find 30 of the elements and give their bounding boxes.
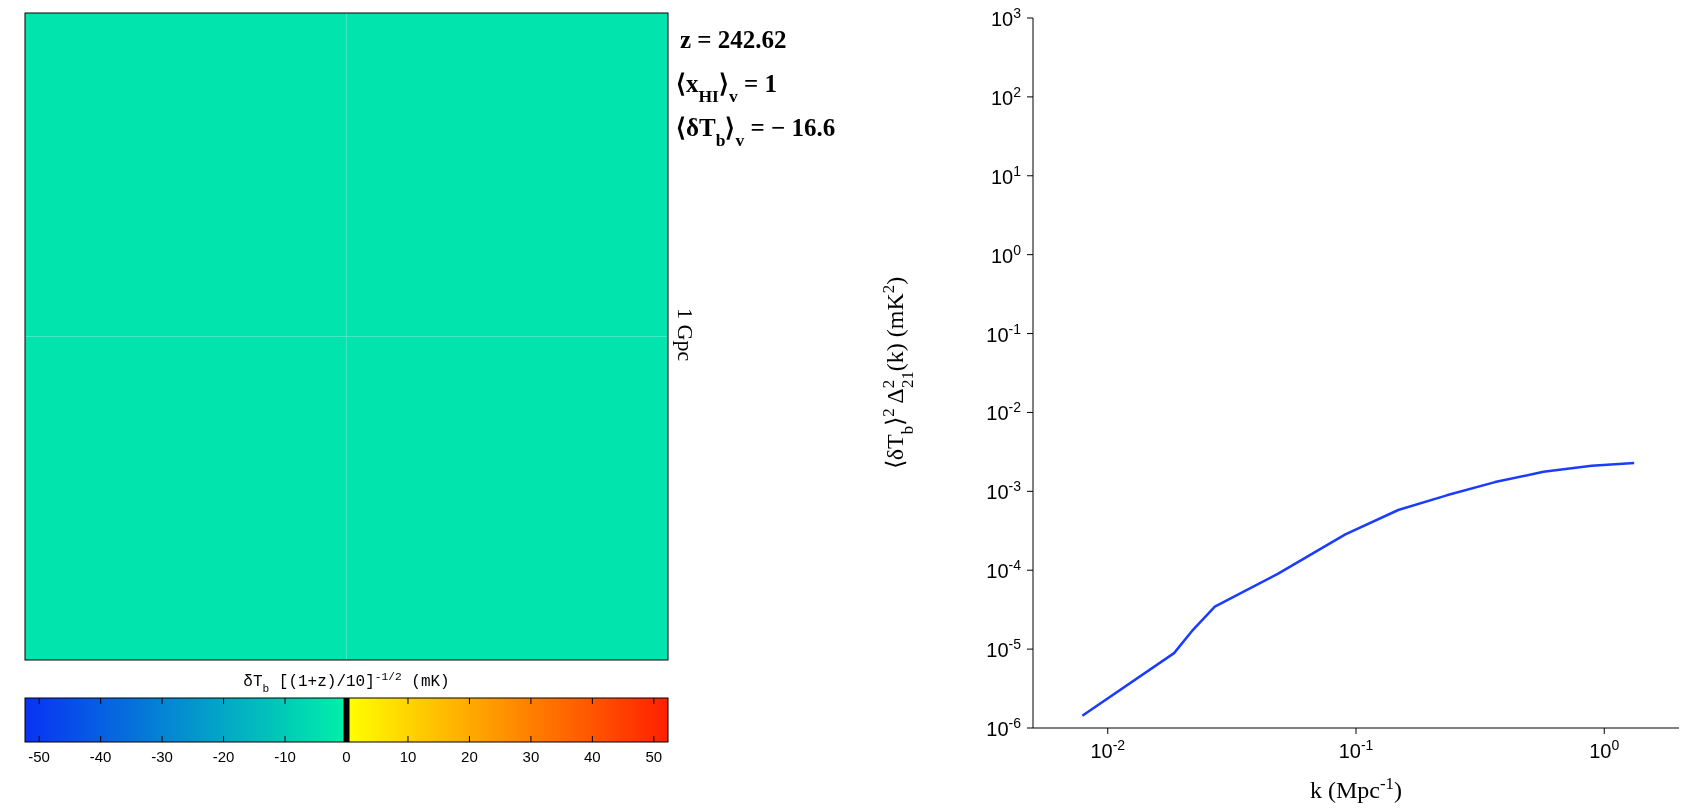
x-tick-label: 10$^{-1}$ [1338, 737, 1374, 762]
x-tick-label: 10$^{-2}$ [1090, 737, 1126, 762]
text: ⟨x$_{HI}$⟩$_{v}$ = 1 [676, 70, 777, 106]
color-bar-label: 30 [522, 748, 540, 765]
color-bar-label: 20 [461, 748, 478, 765]
y-tick-label: 10$^{-2}$ [986, 399, 1022, 425]
text: z = 242.62 [680, 26, 787, 53]
y-tick-label: 10$^{0}$ [990, 241, 1022, 267]
y-tick-label: 10$^{1}$ [990, 162, 1022, 188]
color-bar-label: 0 [342, 748, 351, 765]
x-tick-label: 10$^{0}$ [1589, 737, 1620, 762]
y-tick-label: 10$^{-4}$ [986, 557, 1022, 583]
y-tick-label: 10$^{2}$ [990, 83, 1022, 109]
text: ⟨δT$_{b}$⟩$_{v}$ = − 16.6 [676, 114, 836, 150]
y-tick-label: 10$^{3}$ [990, 5, 1022, 30]
color-bar-label: -40 [89, 748, 112, 765]
color-bar-label: 10 [399, 748, 417, 765]
y-tick-label: 10$^{-3}$ [986, 478, 1022, 504]
y-tick-label: 10$^{-5}$ [986, 636, 1022, 662]
color-bar-label: 50 [645, 748, 663, 765]
color-bar-label: -10 [274, 748, 296, 765]
x-axis-title: k (Mpc$^{-1}$) [1310, 773, 1402, 803]
color-bar-label: -20 [212, 748, 235, 765]
color-bar-label: -50 [28, 748, 50, 765]
color-bar-title: δT$_{b}$ [(1+z)/10]$^{-1/2}$ (mK) [243, 671, 450, 695]
color-bar-label: 40 [584, 748, 601, 765]
y-tick-label: 10$^{-1}$ [986, 320, 1022, 346]
y-tick-label: 10$^{-6}$ [986, 715, 1022, 740]
text: 1 Gpc [673, 308, 698, 362]
color-bar-label: -30 [151, 748, 173, 765]
